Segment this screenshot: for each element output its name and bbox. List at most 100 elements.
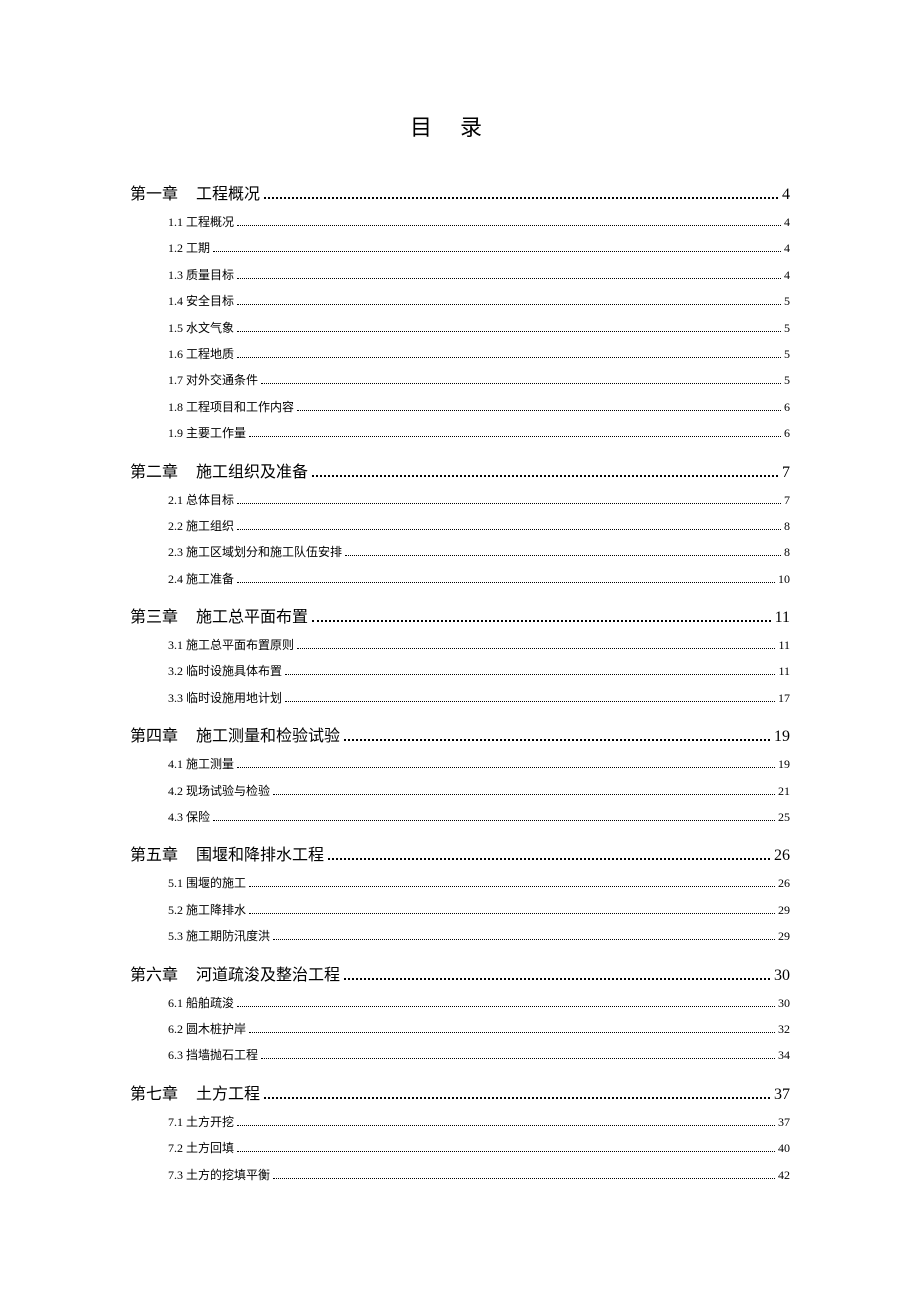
leader-dots <box>249 1032 775 1033</box>
leader-dots <box>264 1097 770 1099</box>
section-page: 6 <box>784 423 790 443</box>
toc-section: 1.2 工期4 <box>168 238 790 258</box>
section-page: 4 <box>784 265 790 285</box>
section-label: 1.3 质量目标 <box>168 265 234 285</box>
section-label: 4.1 施工测量 <box>168 754 234 774</box>
section-label: 2.2 施工组织 <box>168 516 234 536</box>
leader-dots <box>249 436 781 437</box>
toc-section: 7.1 土方开挖 37 <box>168 1112 790 1132</box>
toc-section: 4.3 保险25 <box>168 807 790 827</box>
section-page: 10 <box>778 569 790 589</box>
chapter-name: 土方工程 <box>196 1080 260 1104</box>
toc-section: 6.1 船舶疏浚 30 <box>168 993 790 1013</box>
section-label: 1.7 对外交通条件 <box>168 370 258 390</box>
section-label: 3.2 临时设施具体布置 <box>168 661 282 681</box>
section-label: 2.1 总体目标 <box>168 490 234 510</box>
toc-section: 2.1 总体目标7 <box>168 490 790 510</box>
toc-section: 1.9 主要工作量 6 <box>168 423 790 443</box>
chapter-page: 37 <box>774 1086 790 1104</box>
section-label: 5.2 施工降排水 <box>168 900 246 920</box>
toc-section: 7.3 土方的挖填平衡42 <box>168 1165 790 1185</box>
section-label: 5.1 围堰的施工 <box>168 873 246 893</box>
section-page: 40 <box>778 1138 790 1158</box>
section-label: 1.5 水文气象 <box>168 318 234 338</box>
section-page: 19 <box>778 754 790 774</box>
toc-chapter: 第七章土方工程37 <box>130 1080 790 1104</box>
section-label: 6.1 船舶疏浚 <box>168 993 234 1013</box>
chapter-page: 30 <box>774 967 790 985</box>
toc-chapter: 第二章施工组织及准备7 <box>130 458 790 482</box>
toc-section: 1.8 工程项目和工作内容 6 <box>168 397 790 417</box>
leader-dots <box>237 225 781 226</box>
chapter-label: 第四章 <box>130 722 178 746</box>
chapter-name: 施工测量和检验试验 <box>196 722 340 746</box>
chapter-name: 河道疏浚及整治工程 <box>196 961 340 985</box>
chapter-page: 19 <box>774 728 790 746</box>
toc-section: 3.1 施工总平面布置原则 11 <box>168 635 790 655</box>
section-page: 26 <box>778 873 790 893</box>
section-label: 3.3 临时设施用地计划 <box>168 688 282 708</box>
toc-chapter: 第一章工程概况4 <box>130 180 790 204</box>
leader-dots <box>264 197 778 199</box>
chapter-page: 11 <box>775 609 790 627</box>
leader-dots <box>249 886 775 887</box>
section-page: 32 <box>778 1019 790 1039</box>
toc-section: 2.3 施工区域划分和施工队伍安排 8 <box>168 542 790 562</box>
toc-section: 2.2 施工组织8 <box>168 516 790 536</box>
toc-section: 5.3 施工期防汛度洪 29 <box>168 926 790 946</box>
section-label: 1.8 工程项目和工作内容 <box>168 397 294 417</box>
section-page: 8 <box>784 542 790 562</box>
section-label: 1.2 工期 <box>168 238 210 258</box>
leader-dots <box>213 251 781 252</box>
section-page: 34 <box>778 1045 790 1065</box>
section-page: 6 <box>784 397 790 417</box>
section-page: 37 <box>778 1112 790 1132</box>
section-page: 30 <box>778 993 790 1013</box>
toc-section: 2.4 施工准备 10 <box>168 569 790 589</box>
toc-section: 1.3 质量目标 4 <box>168 265 790 285</box>
leader-dots <box>261 1058 775 1059</box>
section-page: 11 <box>778 661 790 681</box>
chapter-label: 第六章 <box>130 961 178 985</box>
toc-container: 第一章工程概况41.1 工程概况41.2 工期41.3 质量目标41.4 安全目… <box>130 180 790 1185</box>
leader-dots <box>297 648 775 649</box>
leader-dots <box>249 913 775 914</box>
leader-dots <box>237 331 781 332</box>
toc-section: 3.2 临时设施具体布置 11 <box>168 661 790 681</box>
section-page: 17 <box>778 688 790 708</box>
section-label: 2.4 施工准备 <box>168 569 234 589</box>
section-page: 25 <box>778 807 790 827</box>
section-page: 5 <box>784 370 790 390</box>
section-page: 29 <box>778 926 790 946</box>
section-page: 11 <box>778 635 790 655</box>
leader-dots <box>237 529 781 530</box>
toc-chapter: 第四章施工测量和检验试验 19 <box>130 722 790 746</box>
leader-dots <box>237 503 781 504</box>
toc-section: 1.4 安全目标5 <box>168 291 790 311</box>
leader-dots <box>273 939 775 940</box>
section-label: 2.3 施工区域划分和施工队伍安排 <box>168 542 342 562</box>
section-label: 1.9 主要工作量 <box>168 423 246 443</box>
section-label: 5.3 施工期防汛度洪 <box>168 926 270 946</box>
toc-section: 6.3 挡墙抛石工程34 <box>168 1045 790 1065</box>
section-page: 29 <box>778 900 790 920</box>
chapter-label: 第三章 <box>130 603 178 627</box>
section-page: 5 <box>784 344 790 364</box>
chapter-label: 第一章 <box>130 180 178 204</box>
leader-dots <box>285 674 775 675</box>
leader-dots <box>312 475 778 477</box>
toc-section: 4.2 现场试验与检验21 <box>168 781 790 801</box>
toc-section: 5.1 围堰的施工 26 <box>168 873 790 893</box>
toc-chapter: 第六章河道疏浚及整治工程 30 <box>130 961 790 985</box>
section-label: 3.1 施工总平面布置原则 <box>168 635 294 655</box>
leader-dots <box>285 701 775 702</box>
toc-chapter: 第三章施工总平面布置11 <box>130 603 790 627</box>
toc-section: 1.7 对外交通条件 5 <box>168 370 790 390</box>
section-label: 1.4 安全目标 <box>168 291 234 311</box>
chapter-label: 第五章 <box>130 841 178 865</box>
section-label: 7.2 土方回填 <box>168 1138 234 1158</box>
leader-dots <box>345 555 781 556</box>
chapter-name: 工程概况 <box>196 180 260 204</box>
section-label: 7.1 土方开挖 <box>168 1112 234 1132</box>
leader-dots <box>237 1151 775 1152</box>
